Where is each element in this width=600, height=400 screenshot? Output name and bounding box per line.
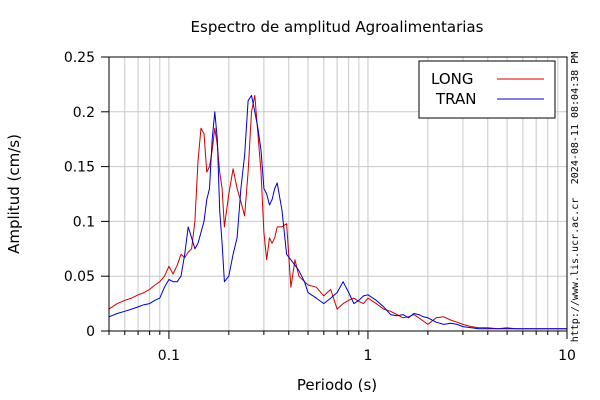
legend-label-long: LONG [431,70,473,88]
y-tick-label: 0 [86,324,95,340]
series-lines [108,94,567,330]
x-tick-label: 0.1 [158,348,180,364]
y-tick-label: 0.1 [73,214,95,230]
x-axis-label: Periodo (s) [297,376,377,394]
timestamp-label: 2024-08-11 08:04:38 PM [570,52,581,184]
series-line-tran [108,94,567,330]
grid [108,56,567,332]
x-tick-label: 1 [363,348,372,364]
plot-frame [108,56,568,332]
series-line-long [108,94,567,330]
y-axis-label: Amplitud (cm/s) [5,134,23,254]
y-tick-label: 0.05 [64,269,95,285]
legend-box [418,60,556,119]
y-tick-label: 0.15 [64,160,95,176]
y-tick-label: 0.25 [64,50,95,66]
axis-ticks: 0 0.05 0.1 0.15 0.2 0.25 0.1 1 10 [64,50,576,364]
chart-title: Espectro de amplitud Agroalimentarias [191,18,484,36]
legend-label-tran: TRAN [435,90,476,108]
x-tick-label: 10 [558,348,576,364]
legend: LONG TRAN [418,60,556,119]
url-label: http://www.lis.ucr.ac.cr [570,198,581,343]
y-tick-label: 0.2 [73,105,95,121]
